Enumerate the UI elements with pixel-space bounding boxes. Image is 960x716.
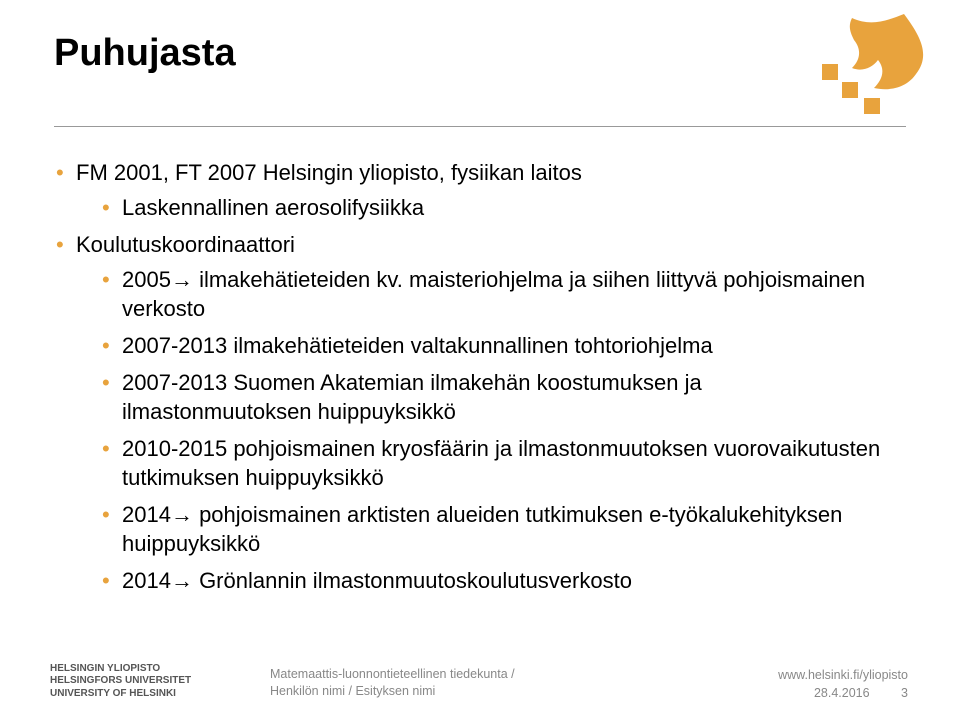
bullet-l1: FM 2001, FT 2007 Helsingin yliopisto, fy… [54, 158, 888, 222]
bullet-text: 2014 [122, 568, 171, 593]
footer-date: 28.4.2016 [814, 686, 870, 700]
bullet-text: Grönlannin ilmastonmuutoskoulutusverkost… [193, 568, 632, 593]
bullet-l2: Laskennallinen aerosolifysiikka [100, 193, 888, 222]
footer-line: Henkilön nimi / Esityksen nimi [270, 683, 515, 700]
slide-title: Puhujasta [54, 32, 236, 75]
bullet-text: FM 2001, FT 2007 Helsingin yliopisto, fy… [76, 160, 582, 185]
title-rule [54, 126, 906, 127]
bullet-text: ilmakehätieteiden kv. maisteriohjelma ja… [122, 267, 865, 321]
footer-page: 3 [901, 686, 908, 700]
bullet-text: Laskennallinen aerosolifysiikka [122, 195, 424, 220]
bullet-l3: 2014→ pohjoismainen arktisten alueiden t… [100, 500, 888, 558]
arrow-icon: → [171, 502, 193, 527]
bullet-text: 2007-2013 ilmakehätieteiden valtakunnall… [122, 333, 713, 358]
arrow-icon: → [171, 267, 193, 292]
bullet-l3: 2007-2013 Suomen Akatemian ilmakehän koo… [100, 368, 888, 426]
university-logo-text: HELSINGIN YLIOPISTO HELSINGFORS UNIVERSI… [50, 663, 191, 701]
logo-line: HELSINGIN YLIOPISTO [50, 663, 191, 676]
flame-icon [812, 8, 932, 118]
footer-center: Matemaattis-luonnontieteellinen tiedekun… [270, 666, 515, 700]
bullet-text: 2010-2015 pohjoismainen kryosfäärin ja i… [122, 436, 880, 490]
slide: Puhujasta FM 2001, FT 2007 Helsingin yli… [0, 0, 960, 716]
footer: HELSINGIN YLIOPISTO HELSINGFORS UNIVERSI… [0, 654, 960, 702]
bullet-text: pohjoismainen arktisten alueiden tutkimu… [122, 502, 842, 556]
footer-url: www.helsinki.fi/yliopisto [778, 668, 908, 682]
bullet-text: 2007-2013 Suomen Akatemian ilmakehän koo… [122, 370, 702, 424]
bullet-l3: 2005→ ilmakehätieteiden kv. maisteriohje… [100, 265, 888, 323]
bullet-text: Koulutuskoordinaattori [76, 232, 295, 257]
bullet-text: 2014 [122, 502, 171, 527]
logo-line: HELSINGFORS UNIVERSITET [50, 675, 191, 688]
bullet-l3: 2007-2013 ilmakehätieteiden valtakunnall… [100, 331, 888, 360]
bullet-text: 2005 [122, 267, 171, 292]
footer-line: Matemaattis-luonnontieteellinen tiedekun… [270, 666, 515, 683]
footer-right: www.helsinki.fi/yliopisto 28.4.2016 3 [778, 668, 908, 700]
logo-line: UNIVERSITY OF HELSINKI [50, 688, 191, 701]
bullet-l3: 2014→ Grönlannin ilmastonmuutoskoulutusv… [100, 566, 888, 595]
bullet-l1: Koulutuskoordinaattori 2005→ ilmakehätie… [54, 230, 888, 595]
slide-body: FM 2001, FT 2007 Helsingin yliopisto, fy… [54, 158, 888, 603]
bullet-l3: 2010-2015 pohjoismainen kryosfäärin ja i… [100, 434, 888, 492]
arrow-icon: → [171, 568, 193, 593]
